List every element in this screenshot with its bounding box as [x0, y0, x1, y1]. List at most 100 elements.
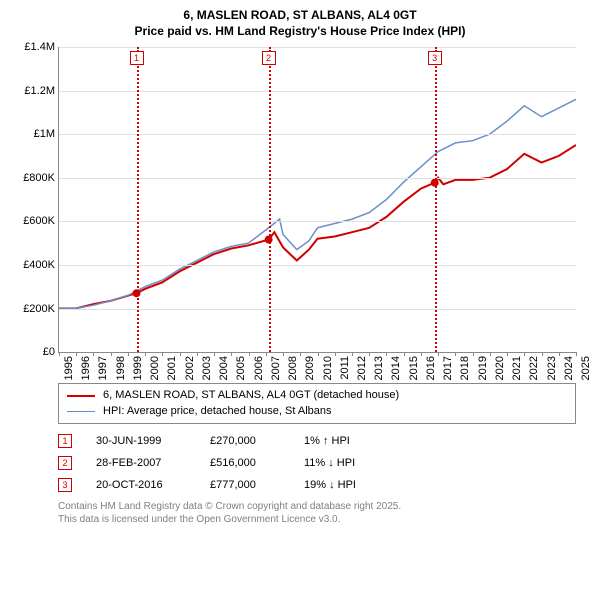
- transaction-row: 2 28-FEB-2007 £516,000 11% ↓ HPI: [58, 456, 584, 470]
- y-axis-label: £0: [43, 346, 55, 358]
- x-tick: [335, 352, 336, 356]
- x-tick: [490, 352, 491, 356]
- legend-label: 6, MASLEN ROAD, ST ALBANS, AL4 0GT (deta…: [103, 388, 399, 403]
- transaction-price: £777,000: [210, 479, 280, 491]
- x-axis-label: 2008: [287, 356, 299, 380]
- x-tick: [162, 352, 163, 356]
- x-tick: [128, 352, 129, 356]
- x-axis-label: 2012: [356, 356, 368, 380]
- x-axis-label: 2000: [149, 356, 161, 380]
- x-axis-label: 2016: [425, 356, 437, 380]
- marker-label: 1: [130, 51, 144, 65]
- transaction-row: 3 20-OCT-2016 £777,000 19% ↓ HPI: [58, 478, 584, 492]
- x-tick: [473, 352, 474, 356]
- x-axis-label: 2002: [184, 356, 196, 380]
- transaction-marker: 3: [58, 478, 72, 492]
- plot-area: £0£200K£400K£600K£800K£1M£1.2M£1.4M19951…: [58, 47, 576, 377]
- y-axis-label: £400K: [23, 259, 55, 271]
- x-tick: [76, 352, 77, 356]
- transaction-delta: 19% ↓ HPI: [304, 479, 384, 491]
- x-tick: [421, 352, 422, 356]
- x-axis-label: 2021: [511, 356, 523, 380]
- x-axis-label: 1998: [115, 356, 127, 380]
- plot-inner: £0£200K£400K£600K£800K£1M£1.2M£1.4M19951…: [58, 47, 576, 353]
- x-axis-label: 1997: [97, 356, 109, 380]
- y-axis-label: £600K: [23, 215, 55, 227]
- y-axis-label: £200K: [23, 303, 55, 315]
- x-axis-label: 2013: [373, 356, 385, 380]
- x-axis-label: 2023: [546, 356, 558, 380]
- x-tick: [59, 352, 60, 356]
- title-line2: Price paid vs. HM Land Registry's House …: [16, 24, 584, 40]
- x-tick: [214, 352, 215, 356]
- chart-legend: 6, MASLEN ROAD, ST ALBANS, AL4 0GT (deta…: [58, 383, 576, 424]
- x-tick: [559, 352, 560, 356]
- legend-swatch: [67, 395, 95, 397]
- footer-line1: Contains HM Land Registry data © Crown c…: [58, 500, 584, 513]
- x-tick: [180, 352, 181, 356]
- transaction-delta: 1% ↑ HPI: [304, 435, 384, 447]
- x-tick: [404, 352, 405, 356]
- transaction-price: £516,000: [210, 457, 280, 469]
- x-axis-label: 2025: [580, 356, 592, 380]
- title-line1: 6, MASLEN ROAD, ST ALBANS, AL4 0GT: [16, 8, 584, 24]
- legend-swatch: [67, 411, 95, 413]
- x-tick: [111, 352, 112, 356]
- x-tick: [542, 352, 543, 356]
- x-axis-label: 2004: [218, 356, 230, 380]
- x-tick: [93, 352, 94, 356]
- marker-line: [269, 47, 271, 352]
- marker-line: [137, 47, 139, 352]
- x-axis-label: 2001: [166, 356, 178, 380]
- x-tick: [197, 352, 198, 356]
- x-axis-label: 2017: [442, 356, 454, 380]
- x-tick: [318, 352, 319, 356]
- legend-row: 6, MASLEN ROAD, ST ALBANS, AL4 0GT (deta…: [67, 388, 567, 403]
- transaction-marker: 1: [58, 434, 72, 448]
- marker-line: [435, 47, 437, 352]
- x-tick: [352, 352, 353, 356]
- x-axis-label: 2011: [339, 356, 351, 380]
- transaction-price: £270,000: [210, 435, 280, 447]
- x-axis-label: 2010: [322, 356, 334, 380]
- x-tick: [576, 352, 577, 356]
- price-chart-container: 6, MASLEN ROAD, ST ALBANS, AL4 0GT Price…: [0, 0, 600, 590]
- transaction-date: 28-FEB-2007: [96, 457, 186, 469]
- transaction-delta: 11% ↓ HPI: [304, 457, 384, 469]
- x-tick: [266, 352, 267, 356]
- x-tick: [249, 352, 250, 356]
- x-tick: [145, 352, 146, 356]
- x-tick: [300, 352, 301, 356]
- transaction-marker: 2: [58, 456, 72, 470]
- x-tick: [438, 352, 439, 356]
- marker-label: 3: [428, 51, 442, 65]
- x-axis-label: 2022: [528, 356, 540, 380]
- x-axis-label: 2014: [390, 356, 402, 380]
- chart-title: 6, MASLEN ROAD, ST ALBANS, AL4 0GT Price…: [16, 8, 584, 39]
- x-axis-label: 2007: [270, 356, 282, 380]
- x-axis-label: 1999: [132, 356, 144, 380]
- footer-attribution: Contains HM Land Registry data © Crown c…: [58, 500, 584, 526]
- footer-line2: This data is licensed under the Open Gov…: [58, 513, 584, 526]
- x-tick: [455, 352, 456, 356]
- x-axis-label: 2009: [304, 356, 316, 380]
- x-axis-label: 1996: [80, 356, 92, 380]
- transaction-date: 20-OCT-2016: [96, 479, 186, 491]
- x-tick: [231, 352, 232, 356]
- x-tick: [507, 352, 508, 356]
- x-axis-label: 2018: [459, 356, 471, 380]
- x-axis-label: 2003: [201, 356, 213, 380]
- x-tick: [524, 352, 525, 356]
- x-axis-label: 2015: [408, 356, 420, 380]
- x-tick: [369, 352, 370, 356]
- y-axis-label: £1.4M: [24, 41, 55, 53]
- x-axis-label: 2005: [235, 356, 247, 380]
- x-tick: [386, 352, 387, 356]
- x-tick: [283, 352, 284, 356]
- legend-label: HPI: Average price, detached house, St A…: [103, 404, 332, 419]
- y-axis-label: £1M: [34, 128, 55, 140]
- x-axis-label: 2024: [563, 356, 575, 380]
- y-axis-label: £800K: [23, 172, 55, 184]
- marker-label: 2: [262, 51, 276, 65]
- y-axis-label: £1.2M: [24, 85, 55, 97]
